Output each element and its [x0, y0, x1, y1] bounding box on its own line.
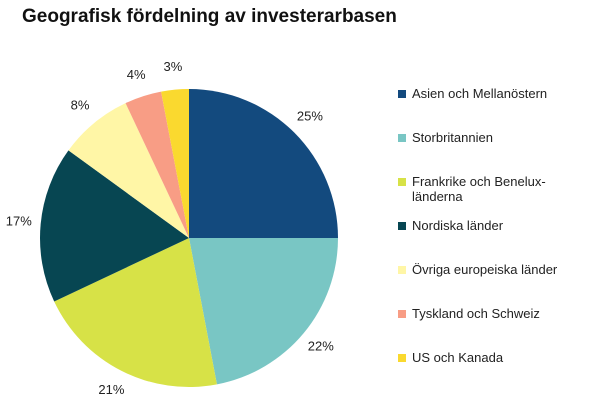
legend-swatch-7 — [398, 354, 406, 362]
slice-label-1: 25% — [297, 109, 323, 124]
legend-swatch-1 — [398, 90, 406, 98]
legend-label-7: US och Kanada — [412, 350, 582, 365]
slice-label-5: 8% — [71, 98, 90, 113]
legend-label-line: Frankrike och Benelux- — [412, 174, 546, 189]
pie-slice-1 — [189, 89, 338, 238]
slice-label-6: 4% — [127, 67, 146, 82]
legend-swatch-4 — [398, 222, 406, 230]
legend-label-3: Frankrike och Benelux-länderna — [412, 174, 582, 204]
legend-swatch-6 — [398, 310, 406, 318]
legend-label-line: Asien och Mellanöstern — [412, 86, 548, 101]
slice-label-2: 22% — [308, 338, 334, 353]
legend-swatch-2 — [398, 134, 406, 142]
pie-slice-5 — [68, 103, 189, 239]
pie-slices — [40, 89, 338, 387]
legend-label-line: Nordiska länder — [412, 218, 504, 233]
legend-label-line: Storbritannien — [412, 130, 493, 145]
legend-label-line: US och Kanada — [412, 350, 504, 365]
legend-label-line: Tyskland och Schweiz — [412, 306, 540, 321]
legend-label-6: Tyskland och Schweiz — [412, 306, 582, 321]
pie-slice-3 — [54, 238, 217, 387]
slice-label-7: 3% — [164, 59, 183, 74]
legend-label-line: Övriga europeiska länder — [412, 262, 558, 277]
legend-swatch-5 — [398, 266, 406, 274]
legend-label-2: Storbritannien — [412, 130, 582, 145]
pie-slice-7 — [161, 89, 189, 238]
pie-slice-labels: 25% 22% 21% 17% 8% 4% 3% — [6, 59, 334, 397]
legend-label-line: länderna — [412, 189, 463, 204]
slice-label-3: 21% — [98, 382, 124, 397]
pie-slice-6 — [125, 91, 189, 238]
legend-label-1: Asien och Mellanöstern — [412, 86, 582, 101]
legend-label-4: Nordiska länder — [412, 218, 582, 233]
chart-title: Geografisk fördelning av investerarbasen — [22, 6, 397, 27]
legend-label-5: Övriga europeiska länder — [412, 262, 582, 277]
slice-label-4: 17% — [6, 213, 32, 228]
legend-swatch-3 — [398, 178, 406, 186]
pie-slice-2 — [189, 238, 338, 385]
pie-chart: 25% 22% 21% 17% 8% 4% 3% — [6, 59, 338, 397]
pie-slice-4 — [40, 150, 189, 302]
